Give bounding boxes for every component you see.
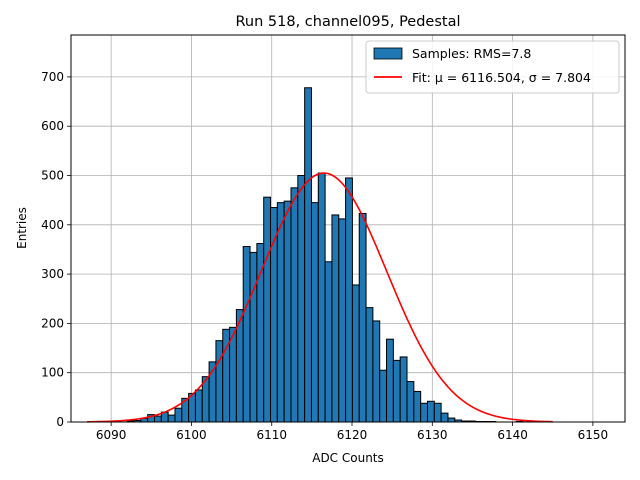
legend-label-fit: Fit: μ = 6116.504, σ = 7.804 <box>412 70 591 85</box>
plot-frame <box>70 34 626 423</box>
histogram-bar <box>331 214 340 423</box>
x-axis-ticks: 6090 6100 6110 6120 6130 6140 6150 <box>96 422 608 442</box>
histogram-bar <box>304 87 312 423</box>
y-axis-ticks: 0 100 200 300 400 500 600 700 <box>41 70 71 429</box>
histogram-bar <box>242 245 251 423</box>
histogram-bar <box>365 307 374 423</box>
histogram-bar <box>167 414 176 423</box>
histogram-bar <box>358 212 367 423</box>
histogram-bar <box>283 200 292 423</box>
histogram-bar <box>420 402 428 423</box>
histogram-bar <box>215 340 224 423</box>
y-tick-label: 700 <box>41 70 64 84</box>
histogram-bar <box>317 172 326 423</box>
grid <box>71 35 625 423</box>
histogram-bar <box>440 412 449 423</box>
histogram-bar <box>406 381 415 423</box>
x-tick-label: 6090 <box>96 428 127 442</box>
histogram-bar <box>297 175 306 423</box>
histogram-bars <box>126 87 524 423</box>
x-tick-label: 6110 <box>256 428 287 442</box>
histogram-bar <box>249 251 258 423</box>
histogram-bar <box>392 359 401 423</box>
histogram-bar <box>372 320 381 423</box>
x-tick-label: 6100 <box>176 428 207 442</box>
y-tick-label: 0 <box>56 415 64 429</box>
y-axis-label: Entries <box>15 207 29 249</box>
histogram-bar <box>276 202 285 423</box>
chart-title: Run 518, channel095, Pedestal <box>235 14 460 30</box>
y-tick-label: 300 <box>41 267 64 281</box>
gaussian-fit-curve <box>87 172 553 423</box>
y-tick-label: 100 <box>41 366 64 380</box>
legend-box <box>365 40 620 94</box>
histogram-bar <box>447 417 456 423</box>
histogram-bar <box>324 261 333 423</box>
histogram-bar <box>256 243 265 423</box>
histogram-bar <box>399 356 408 423</box>
histogram-bar <box>351 284 360 423</box>
y-tick-label: 400 <box>41 218 64 232</box>
histogram-bar <box>154 415 162 423</box>
histogram-bar <box>174 407 183 423</box>
y-tick-label: 600 <box>41 119 64 133</box>
histogram-bar <box>194 389 203 423</box>
histogram-bar <box>379 369 388 423</box>
histogram-bar <box>386 338 394 423</box>
x-tick-label: 6130 <box>417 428 448 442</box>
histogram-bar <box>345 177 353 423</box>
legend-swatch-samples <box>373 47 403 60</box>
legend-label-samples: Samples: RMS=7.8 <box>412 46 531 61</box>
histogram-bar <box>338 218 347 423</box>
histogram-bar <box>310 202 319 423</box>
x-tick-label: 6120 <box>337 428 368 442</box>
histogram-bar <box>290 187 299 423</box>
histogram-bar <box>433 402 442 423</box>
x-axis-label: ADC Counts <box>312 451 384 465</box>
histogram-bar <box>426 400 435 423</box>
x-tick-label: 6140 <box>497 428 528 442</box>
y-tick-label: 200 <box>41 316 64 330</box>
histogram-bar <box>413 390 422 423</box>
y-tick-label: 500 <box>41 169 64 183</box>
legend: Samples: RMS=7.8 Fit: μ = 6116.504, σ = … <box>365 40 620 94</box>
histogram-bar <box>263 196 272 423</box>
x-tick-label: 6150 <box>578 428 609 442</box>
